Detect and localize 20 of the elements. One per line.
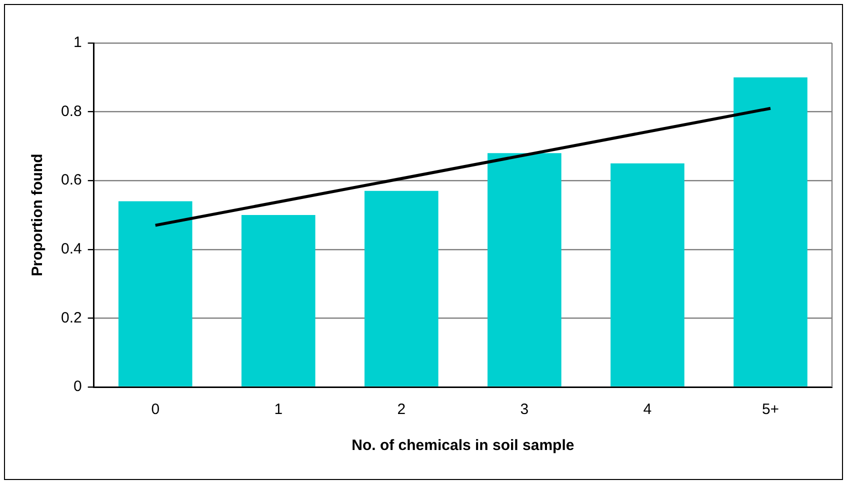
x-tick-label: 5+ bbox=[762, 401, 780, 418]
y-axis-title: Proportion found bbox=[29, 154, 46, 276]
bar bbox=[364, 190, 438, 386]
y-tick-label: 0.6 bbox=[60, 172, 82, 189]
x-tick-label: 1 bbox=[274, 401, 283, 418]
bar bbox=[118, 201, 192, 386]
bar bbox=[241, 215, 316, 386]
x-tick-label: 3 bbox=[520, 401, 529, 418]
y-tick-label: 0.8 bbox=[60, 102, 82, 120]
y-tick-label: 0.4 bbox=[60, 240, 82, 258]
y-tick-label: 0.2 bbox=[60, 309, 82, 326]
y-tick-label: 1 bbox=[74, 34, 82, 52]
y-tick-label: 0 bbox=[74, 378, 82, 396]
bar bbox=[488, 153, 562, 386]
x-tick-label: 4 bbox=[643, 401, 652, 418]
x-axis-title: No. of chemicals in soil sample bbox=[352, 437, 574, 454]
bar bbox=[610, 163, 684, 386]
x-tick-label: 0 bbox=[151, 401, 160, 418]
x-tick-label: 2 bbox=[397, 401, 406, 418]
bar bbox=[734, 77, 808, 386]
